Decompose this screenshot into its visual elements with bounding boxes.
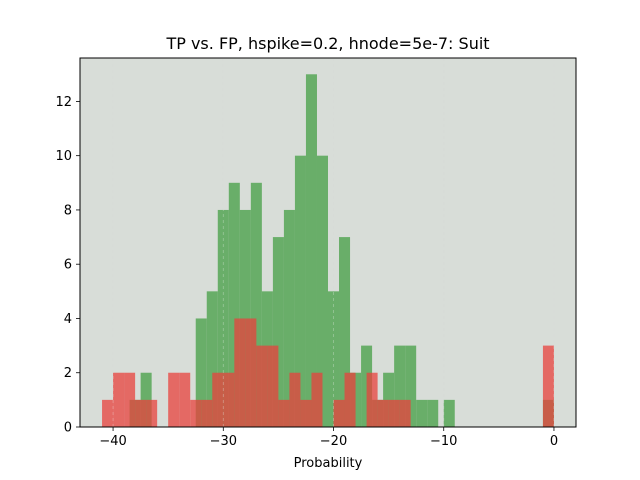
bar-series-2	[190, 399, 202, 427]
y-tick-label: 0	[64, 421, 72, 436]
bar-series-2	[542, 345, 554, 427]
plot-frame	[79, 57, 577, 428]
bar-series-2	[344, 372, 356, 427]
x-tick-label: −40	[99, 434, 126, 449]
bar-series-1	[427, 399, 439, 427]
bar-series-2	[135, 399, 147, 427]
chart-title: TP vs. FP, hspike=0.2, hnode=5e-7: Suit	[165, 34, 489, 53]
bar-series-1	[416, 399, 428, 427]
y-tick-label: 2	[64, 366, 72, 381]
x-tick-label: 0	[550, 434, 558, 449]
bar-series-2	[399, 399, 411, 427]
bar-series-1	[294, 155, 306, 428]
bar-series-2	[289, 372, 301, 427]
bar-series-1	[206, 291, 218, 427]
bar-series-1	[272, 237, 284, 427]
y-tick-label: 8	[64, 203, 72, 218]
bar-series-2	[201, 399, 213, 427]
bar-series-1	[328, 291, 340, 427]
y-tick-label: 12	[55, 95, 72, 110]
y-axis: 0 2 4 6 8 10 12	[55, 95, 80, 436]
bar-series-1	[394, 345, 406, 427]
y-tick-label: 4	[64, 312, 72, 327]
bar-series-2	[388, 399, 400, 427]
x-tick-label: −20	[320, 434, 347, 449]
bar-series-2	[223, 372, 235, 427]
bar-series-2	[311, 372, 323, 427]
bar-series-2	[256, 345, 268, 427]
bar-series-1	[305, 74, 317, 427]
bar-series-1	[443, 399, 455, 427]
bar-series-2	[333, 399, 345, 427]
bar-series-2	[146, 399, 158, 427]
bar-series-1	[217, 209, 229, 427]
y-tick-label: 6	[64, 258, 72, 273]
bar-series-2	[377, 399, 389, 427]
bar-series-1	[316, 155, 328, 428]
bar-series-2	[245, 318, 257, 427]
bar-series-2	[113, 372, 125, 427]
bar-series-2	[366, 372, 378, 427]
bar-series-1	[250, 182, 262, 427]
x-axis-label: Probability	[294, 456, 363, 471]
y-tick-label: 10	[55, 149, 72, 164]
bar-series-1	[195, 318, 207, 427]
x-tick-label: −10	[430, 434, 457, 449]
bar-series-2	[212, 372, 224, 427]
bar-series-2	[234, 318, 246, 427]
bar-series-2	[102, 399, 114, 427]
bar-series-1	[283, 209, 295, 427]
bar-series-1	[405, 345, 417, 427]
x-tick-label: −30	[210, 434, 237, 449]
bar-series-1	[228, 182, 240, 427]
bars	[102, 74, 554, 428]
bar-series-2	[179, 372, 191, 427]
x-axis: −40 −30 −20 −10 0	[99, 427, 558, 449]
bar-series-2	[300, 399, 312, 427]
bar-series-1	[339, 237, 351, 427]
bar-series-2	[124, 372, 136, 427]
bar-series-2	[168, 372, 180, 427]
bar-series-2	[278, 399, 290, 427]
bar-series-2	[267, 345, 279, 427]
